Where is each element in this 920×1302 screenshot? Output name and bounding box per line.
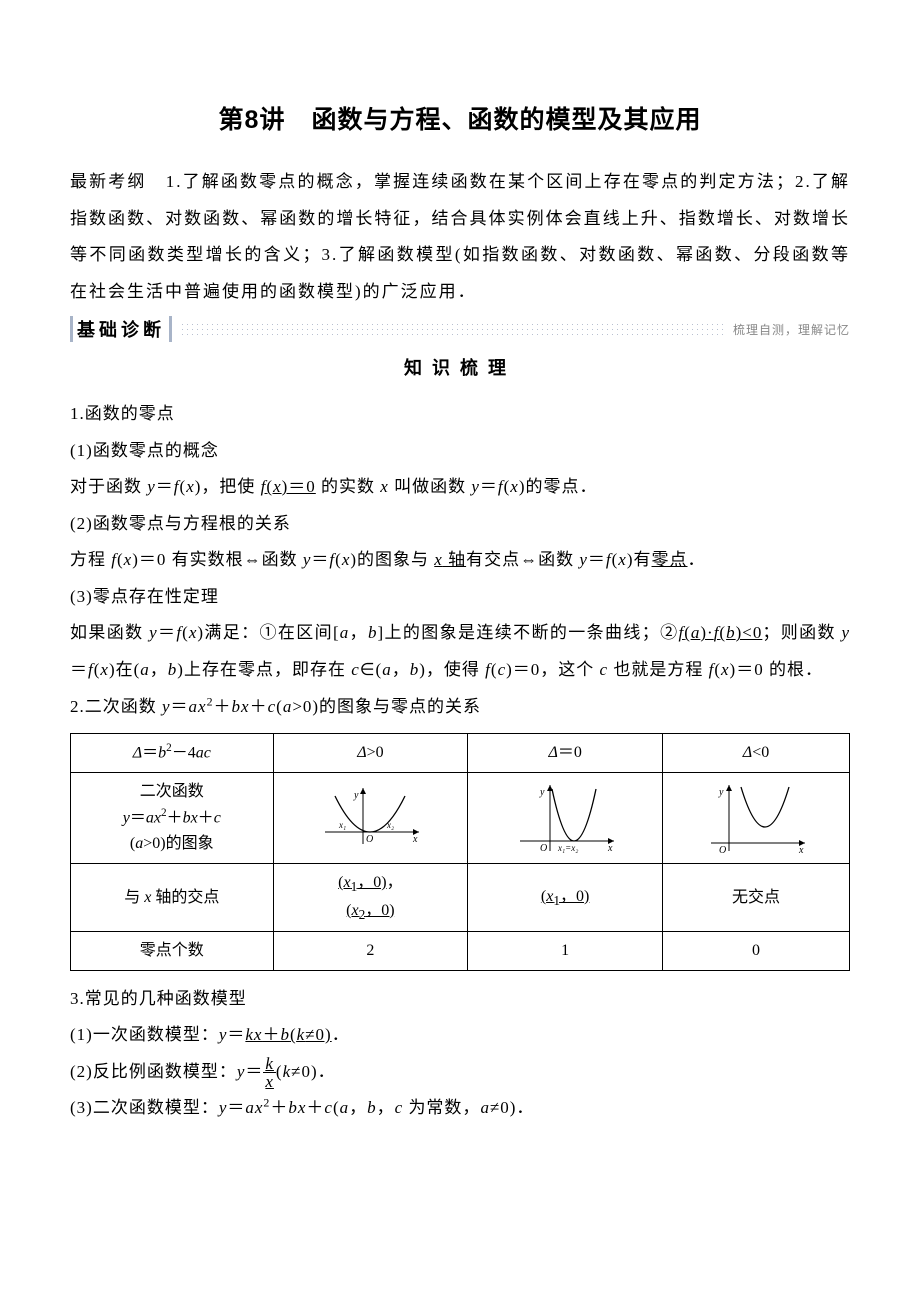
band-label: 基础诊断 — [70, 316, 172, 342]
p-9: 3.常见的几种函数模型 — [70, 981, 850, 1018]
cell-graph-2roots: O x y x₁ x₂ — [273, 773, 468, 864]
cell-zerocount-0: 0 — [663, 932, 850, 971]
page-title: 第8讲 函数与方程、函数的模型及其应用 — [70, 100, 850, 136]
cell-zerocount-label: 零点个数 — [71, 932, 274, 971]
parabola-two-roots-icon: O x y x₁ x₂ — [315, 782, 425, 854]
p-8: 2.二次函数 y＝ax2＋bx＋c(a>0)的图象与零点的关系 — [70, 689, 850, 726]
band-note: 梳理自测，理解记忆 — [733, 321, 850, 338]
svg-text:x: x — [798, 845, 804, 856]
parabola-no-root-icon: O x y — [701, 779, 811, 857]
cell-intersect-0: 无交点 — [663, 864, 850, 932]
cell-intersect-1: (x1，0) — [468, 864, 663, 932]
cell-graph-label: 二次函数y＝ax2＋bx＋c(a>0)的图象 — [71, 773, 274, 864]
p-12: (3)二次函数模型：y＝ax2＋bx＋c(a，b，c 为常数，a≠0)． — [70, 1090, 850, 1127]
p-10: (1)一次函数模型：y＝kx＋b(k≠0)． — [70, 1017, 850, 1054]
cell-zerocount-2: 2 — [273, 932, 468, 971]
cell-intersect-2: (x1，0)，(x2，0) — [273, 864, 468, 932]
cell-graph-0root: O x y — [663, 773, 850, 864]
table-row: 零点个数 2 1 0 — [71, 932, 850, 971]
p-6: (3)零点存在性定理 — [70, 579, 850, 616]
p-3: 对于函数 y＝f(x)，把使 f(x)＝0 的实数 x 叫做函数 y＝f(x)的… — [70, 469, 850, 506]
svg-text:O: O — [719, 845, 726, 856]
knowledge-subhead: 知识梳理 — [70, 354, 850, 380]
cell-delta: Δ＝b2－4ac — [71, 734, 274, 773]
svg-text:O: O — [540, 843, 547, 854]
svg-text:x: x — [607, 843, 613, 854]
cell-delta-pos: Δ>0 — [273, 734, 468, 773]
cell-delta-zero: Δ＝0 — [468, 734, 663, 773]
svg-text:y: y — [539, 787, 545, 798]
table-row: 二次函数y＝ax2＋bx＋c(a>0)的图象 O x y x₁ x₂ — [71, 773, 850, 864]
cell-graph-1root: O x y x₁=x₂ — [468, 773, 663, 864]
cell-zerocount-1: 1 — [468, 932, 663, 971]
svg-text:x₁: x₁ — [338, 820, 346, 830]
p-2: (1)函数零点的概念 — [70, 433, 850, 470]
p-7: 如果函数 y＝f(x)满足：①在区间[a，b]上的图象是连续不断的一条曲线；②f… — [70, 615, 850, 688]
svg-text:y: y — [718, 787, 724, 798]
svg-text:y: y — [353, 790, 359, 801]
section-band: 基础诊断 梳理自测，理解记忆 — [70, 318, 850, 340]
cell-intersect-label: 与 x 轴的交点 — [71, 864, 274, 932]
syllabus-text: 最新考纲 1.了解函数零点的概念，掌握连续函数在某个区间上存在零点的判定方法；2… — [70, 164, 850, 310]
table-row: 与 x 轴的交点 (x1，0)，(x2，0) (x1，0) 无交点 — [71, 864, 850, 932]
p-4: (2)函数零点与方程根的关系 — [70, 506, 850, 543]
band-fill-icon — [180, 322, 727, 336]
quadratic-table: Δ＝b2－4ac Δ>0 Δ＝0 Δ<0 二次函数y＝ax2＋bx＋c(a>0)… — [70, 733, 850, 971]
p-11: (2)反比例函数模型：y＝kx(k≠0)． — [70, 1054, 850, 1091]
svg-text:x: x — [412, 834, 418, 845]
svg-text:x₁=x₂: x₁=x₂ — [557, 843, 578, 853]
svg-text:x₂: x₂ — [386, 820, 394, 830]
p-5: 方程 f(x)＝0 有实数根⇔函数 y＝f(x)的图象与 x 轴有交点⇔函数 y… — [70, 542, 850, 579]
p-1: 1.函数的零点 — [70, 396, 850, 433]
parabola-one-root-icon: O x y x₁=x₂ — [510, 779, 620, 857]
svg-text:O: O — [366, 834, 373, 845]
cell-delta-neg: Δ<0 — [663, 734, 850, 773]
table-row: Δ＝b2－4ac Δ>0 Δ＝0 Δ<0 — [71, 734, 850, 773]
